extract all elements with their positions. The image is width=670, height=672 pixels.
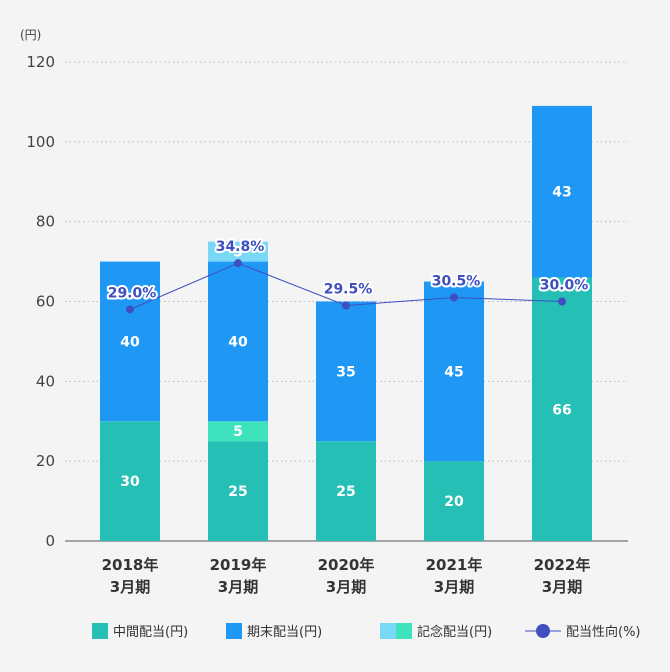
bar-value-label: 43 [552,185,571,201]
y-tick-label: 20 [36,452,55,470]
legend-swatch [92,623,108,639]
bar-value-label: 40 [228,334,248,350]
payout-ratio-line: 29.0% 34.8% 29.5% 30.5% 30.0% [106,237,590,314]
y-axis-unit: (円) [20,28,41,42]
bar-segment [532,105,592,278]
y-tick-label: 0 [45,532,55,550]
bar-value-label: 66 [552,402,571,418]
bars [100,105,592,541]
legend-swatch [380,623,396,639]
legend-marker [536,624,550,638]
bar-segment [316,441,376,541]
payout-ratio-label: 29.5% [324,281,373,297]
bar-segment [532,277,592,541]
legend-label: 中間配当(円) [113,625,188,640]
y-tick-label: 40 [36,372,55,390]
legend-swatch [226,623,242,639]
bar-segment [208,421,268,442]
bar-segment [424,461,484,541]
bar-value-label: 5 [233,424,243,440]
bar-segment [208,441,268,541]
y-tick-label: 120 [26,53,55,71]
bar-value-label: 35 [336,364,355,380]
x-tick-label: 2018年 [102,556,159,574]
x-tick-label: 3月期 [434,578,474,596]
bar-value-label: 30 [120,474,140,490]
x-tick-label: 3月期 [326,578,366,596]
x-tick-label: 3月期 [542,578,582,596]
bar-value-label: 25 [336,484,355,500]
bar-segment [100,421,160,541]
x-tick-label: 3月期 [110,578,150,596]
bar-value-label: 5 [233,245,243,261]
payout-ratio-label: 34.8% [216,239,265,255]
segment-labels: 30 40 25 5 40 5 25 35 20 45 66 43 [120,185,571,510]
bar-segment [316,301,376,442]
bar-value-label: 45 [444,364,463,380]
legend-label: 期末配当(円) [247,625,322,640]
legend-label: 記念配当(円) [417,624,492,640]
payout-ratio-point [234,259,242,268]
payout-ratio-point [450,293,458,302]
legend-label: 配当性向(%) [566,624,641,640]
x-tick-label: 3月期 [218,578,258,596]
payout-ratio-label: 30.0% [540,278,589,294]
bar-segment [424,281,484,462]
x-axis-labels: 2018年 3月期 2019年 3月期 2020年 3月期 2021年 3月期 2022年 3月期 [102,556,591,596]
y-tick-label: 80 [36,213,55,231]
payout-ratio-point [558,297,566,306]
y-tick-label: 100 [26,133,55,151]
bar-value-label: 25 [228,484,247,500]
payout-ratio-point [342,301,350,310]
x-tick-label: 2022年 [534,556,591,574]
bar-segment [208,261,268,422]
legend: 中間配当(円) 期末配当(円) 記念配当(円) 配当性向(%) [92,623,641,640]
payout-ratio-label: 29.0% [108,285,157,301]
payout-ratio-point [126,305,134,314]
legend-swatch [396,623,412,639]
y-tick-label: 60 [36,293,55,311]
payout-ratio-label: 30.5% [432,274,481,290]
x-tick-label: 2019年 [210,556,267,574]
bar-segment [100,261,160,422]
y-axis-ticks: 0 20 40 60 80 100 120 [26,53,55,550]
bar-value-label: 20 [444,494,464,510]
bar-value-label: 40 [120,334,140,350]
bar-segment [208,241,268,262]
x-tick-label: 2020年 [318,556,375,574]
x-tick-label: 2021年 [426,556,483,574]
